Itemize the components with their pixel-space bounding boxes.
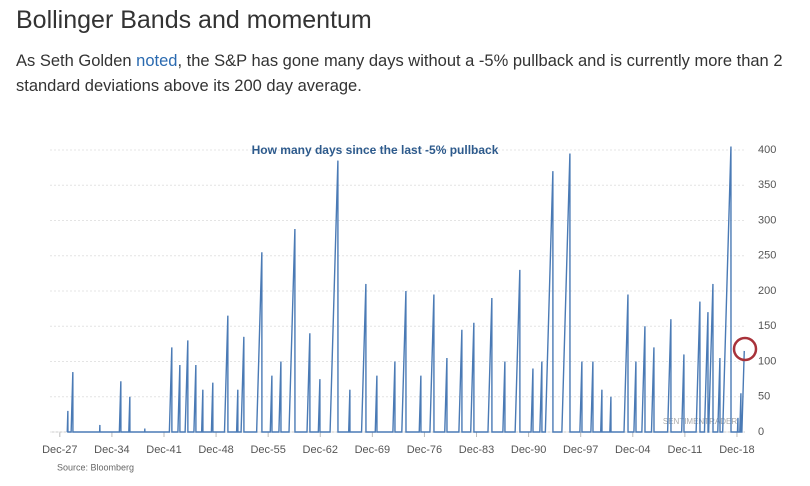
source: Source: Bloomberg xyxy=(57,462,134,472)
x-tick-label: Dec-41 xyxy=(146,444,181,456)
y-tick-label: 0 xyxy=(758,426,764,438)
chart-title: How many days since the last -5% pullbac… xyxy=(252,143,499,157)
intro-text: , the S&P has gone many days without a -… xyxy=(16,52,783,95)
page-title: Bollinger Bands and momentum xyxy=(16,6,372,34)
link[interactable]: noted xyxy=(136,52,178,70)
x-tick-label: Dec-48 xyxy=(198,444,233,456)
x-tick-label: Dec-83 xyxy=(459,444,494,456)
y-tick-label: 350 xyxy=(758,179,776,191)
y-tick-label: 250 xyxy=(758,250,776,262)
intro: As Seth Golden noted, the S&P has gone m… xyxy=(16,49,801,99)
x-tick-label: Dec-27 xyxy=(42,444,77,456)
x-tick-label: Dec-18 xyxy=(719,444,754,456)
x-tick-label: Dec-04 xyxy=(615,444,650,456)
x-tick-label: Dec-90 xyxy=(511,444,546,456)
x-tick-label: Dec-34 xyxy=(94,444,129,456)
intro-text: As Seth Golden xyxy=(16,52,137,70)
x-tick-label: Dec-69 xyxy=(355,444,390,456)
x-tick-label: Dec-55 xyxy=(250,444,285,456)
x-tick-label: Dec-11 xyxy=(668,444,703,456)
y-tick-label: 400 xyxy=(758,144,776,156)
header: Bollinger Bands and momentum As Seth Gol… xyxy=(16,0,801,99)
x-tick-label: Dec-62 xyxy=(303,444,338,456)
highlight-circle xyxy=(732,336,758,362)
y-tick-label: 200 xyxy=(758,285,776,297)
y-tick-label: 300 xyxy=(758,214,776,226)
y-tick-label: 150 xyxy=(758,320,776,332)
line xyxy=(66,146,745,433)
y-tick-label: 100 xyxy=(758,355,776,367)
x-tick-label: Dec-76 xyxy=(407,444,442,456)
x-tick-label: Dec-97 xyxy=(563,444,598,456)
y-tick-label: 50 xyxy=(758,391,770,403)
